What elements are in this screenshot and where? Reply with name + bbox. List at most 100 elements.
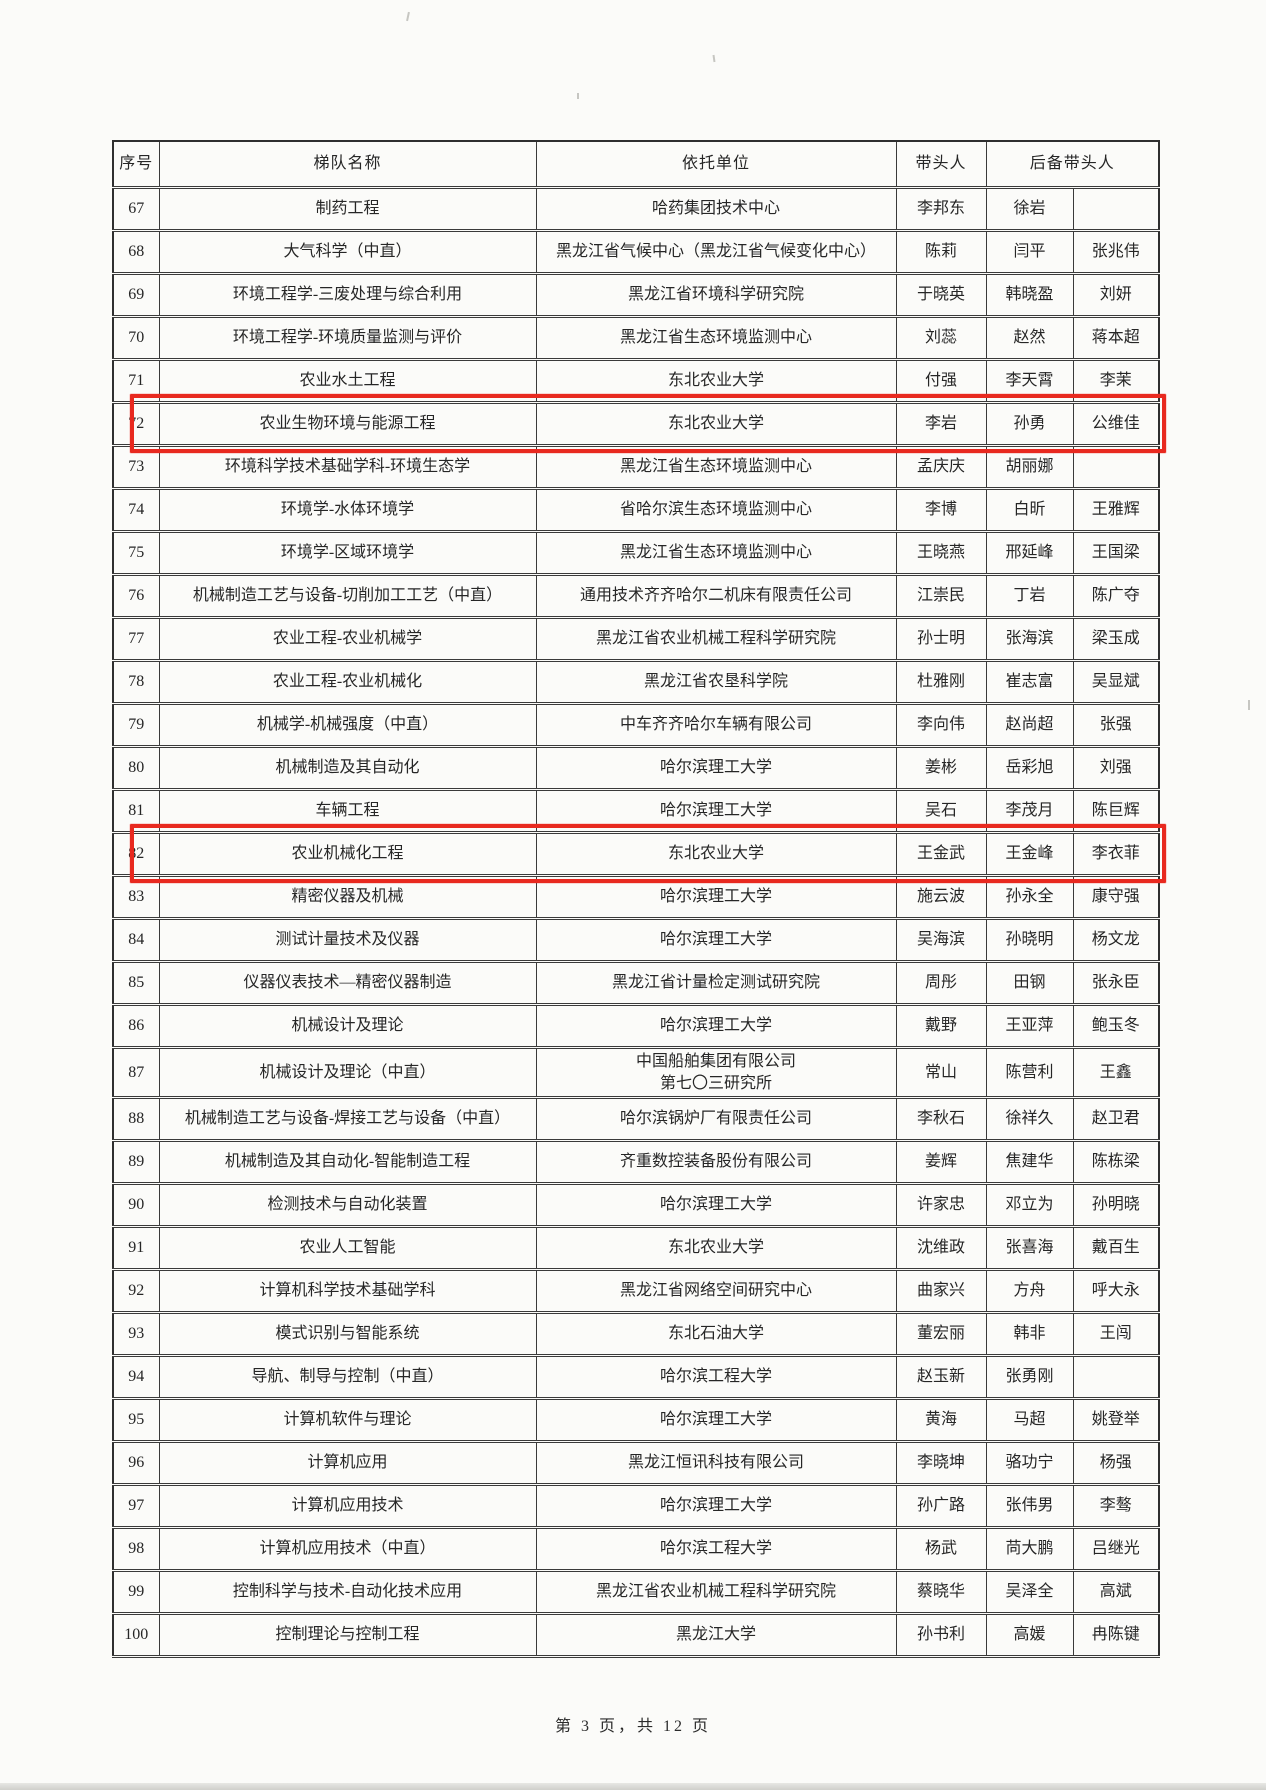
- row-number: 94: [112, 1355, 160, 1401]
- team-name: 机械制造及其自动化-智能制造工程: [158, 1140, 537, 1186]
- row-number: 95: [112, 1398, 160, 1444]
- team-name: 机械制造工艺与设备-焊接工艺与设备（中直）: [158, 1097, 537, 1143]
- backup-leader-1: 徐祥久: [985, 1097, 1074, 1143]
- leader: 许家忠: [895, 1183, 987, 1229]
- row-number: 73: [112, 445, 160, 490]
- backup-leader-1: 孙勇: [985, 402, 1074, 447]
- team-name: 大气科学（中直）: [158, 230, 537, 275]
- support-unit: 通用技术齐齐哈尔二机床有限责任公司: [535, 574, 897, 619]
- row-number: 96: [112, 1441, 160, 1487]
- row-number: 81: [112, 789, 160, 834]
- leader: 江崇民: [895, 574, 987, 619]
- backup-leader-2: 王雅辉: [1072, 488, 1160, 533]
- leader: 李晓坤: [895, 1441, 987, 1487]
- backup-leader-1: 李天霄: [985, 359, 1074, 404]
- row-number: 82: [112, 832, 160, 877]
- backup-leader-1: 孙永全: [985, 875, 1074, 920]
- leader: 周彤: [895, 961, 987, 1006]
- support-unit: 哈尔滨理工大学: [535, 918, 897, 963]
- team-name: 控制理论与控制工程: [158, 1613, 537, 1659]
- support-unit: 哈尔滨理工大学: [535, 1004, 897, 1049]
- backup-leader-2: 戴百生: [1072, 1226, 1160, 1272]
- team-name: 模式识别与智能系统: [158, 1312, 537, 1358]
- row-number: 88: [112, 1097, 160, 1143]
- support-unit: 黑龙江省生态环境监测中心: [535, 445, 897, 490]
- table-row: 94 导航、制导与控制（中直） 哈尔滨工程大学 赵玉新 张勇刚: [112, 1355, 1160, 1401]
- table-row: 85 仪器仪表技术—精密仪器制造 黑龙江省计量检定测试研究院 周彤 田钢 张永臣: [112, 961, 1160, 1006]
- table-row: 79 机械学-机械强度（中直） 中车齐齐哈尔车辆有限公司 李向伟 赵尚超 张强: [112, 703, 1160, 748]
- team-name: 计算机应用: [158, 1441, 537, 1487]
- table-row: 100 控制理论与控制工程 黑龙江大学 孙书利 高媛 冉陈键: [112, 1613, 1160, 1659]
- backup-leader-2: [1072, 1355, 1160, 1401]
- team-name: 计算机软件与理论: [158, 1398, 537, 1444]
- backup-leader-1: 王亚萍: [985, 1004, 1074, 1049]
- header-leader: 带头人: [895, 141, 987, 189]
- backup-leader-1: 赵然: [985, 316, 1074, 361]
- leader: 杜雅刚: [895, 660, 987, 705]
- backup-leader-1: 丁岩: [985, 574, 1074, 619]
- table-row: 67 制药工程 哈药集团技术中心 李邦东 徐岩: [112, 187, 1160, 232]
- backup-leader-2: 姚登举: [1072, 1398, 1160, 1444]
- leader: 孙广路: [895, 1484, 987, 1530]
- row-number: 76: [112, 574, 160, 619]
- support-unit: 黑龙江恒讯科技有限公司: [535, 1441, 897, 1487]
- support-unit: 黑龙江大学: [535, 1613, 897, 1659]
- table-row: 97 计算机应用技术 哈尔滨理工大学 孙广路 张伟男 李骜: [112, 1484, 1160, 1530]
- team-name: 车辆工程: [158, 789, 537, 834]
- page-footer: 第 3 页，共 12 页: [554, 1718, 711, 1735]
- table-row: 72 农业生物环境与能源工程 东北农业大学 李岩 孙勇 公维佳: [112, 402, 1160, 447]
- table-row: 89 机械制造及其自动化-智能制造工程 齐重数控装备股份有限公司 姜辉 焦建华 …: [112, 1140, 1160, 1186]
- support-unit: 东北农业大学: [535, 402, 897, 447]
- leader: 曲家兴: [895, 1269, 987, 1315]
- team-name: 环境工程学-环境质量监测与评价: [158, 316, 537, 361]
- table-body: 67 制药工程 哈药集团技术中心 李邦东 徐岩 68 大气科学（中直） 黑龙江省…: [112, 187, 1160, 1659]
- team-name: 精密仪器及机械: [158, 875, 537, 920]
- leader: 黄海: [895, 1398, 987, 1444]
- row-number: 86: [112, 1004, 160, 1049]
- support-unit: 黑龙江省网络空间研究中心: [535, 1269, 897, 1315]
- header-no: 序号: [112, 141, 160, 189]
- row-number: 78: [112, 660, 160, 705]
- backup-leader-2: 张永臣: [1072, 961, 1160, 1006]
- support-unit: 哈尔滨工程大学: [535, 1355, 897, 1401]
- team-name: 机械制造工艺与设备-切削加工工艺（中直）: [158, 574, 537, 619]
- backup-leader-1: 韩非: [985, 1312, 1074, 1358]
- leader: 李岩: [895, 402, 987, 447]
- row-number: 84: [112, 918, 160, 963]
- support-unit: 黑龙江省环境科学研究院: [535, 273, 897, 318]
- support-unit: 黑龙江省农业机械工程科学研究院: [535, 617, 897, 662]
- leader: 赵玉新: [895, 1355, 987, 1401]
- team-name: 农业人工智能: [158, 1226, 537, 1272]
- row-number: 91: [112, 1226, 160, 1272]
- support-unit: 东北农业大学: [535, 832, 897, 877]
- row-number: 97: [112, 1484, 160, 1530]
- leader: 陈莉: [895, 230, 987, 275]
- team-name: 农业工程-农业机械学: [158, 617, 537, 662]
- table-row: 71 农业水土工程 东北农业大学 付强 李天霄 李茉: [112, 359, 1160, 404]
- table-row: 82 农业机械化工程 东北农业大学 王金武 王金峰 李衣菲: [112, 832, 1160, 877]
- team-name: 计算机应用技术（中直）: [158, 1527, 537, 1573]
- leader: 董宏丽: [895, 1312, 987, 1358]
- backup-leader-1: 王金峰: [985, 832, 1074, 877]
- leader: 沈维政: [895, 1226, 987, 1272]
- row-number: 70: [112, 316, 160, 361]
- table-row: 68 大气科学（中直） 黑龙江省气候中心（黑龙江省气候变化中心） 陈莉 闫平 张…: [112, 230, 1160, 275]
- support-unit: 黑龙江省计量检定测试研究院: [535, 961, 897, 1006]
- team-name: 检测技术与自动化装置: [158, 1183, 537, 1229]
- table-row: 77 农业工程-农业机械学 黑龙江省农业机械工程科学研究院 孙士明 张海滨 梁玉…: [112, 617, 1160, 662]
- row-number: 68: [112, 230, 160, 275]
- team-name: 农业水土工程: [158, 359, 537, 404]
- roster-table-wrap: 序号 梯队名称 依托单位 带头人 后备带头人 67 制药工程 哈药集团技术中心 …: [112, 140, 1166, 1659]
- backup-leader-1: 邓立为: [985, 1183, 1074, 1229]
- leader: 吴海滨: [895, 918, 987, 963]
- row-number: 72: [112, 402, 160, 447]
- leader: 王金武: [895, 832, 987, 877]
- table-row: 80 机械制造及其自动化 哈尔滨理工大学 姜彬 岳彩旭 刘强: [112, 746, 1160, 791]
- support-unit: 东北农业大学: [535, 1226, 897, 1272]
- backup-leader-2: 陈广夺: [1072, 574, 1160, 619]
- support-unit: 东北农业大学: [535, 359, 897, 404]
- support-unit: 哈尔滨理工大学: [535, 789, 897, 834]
- backup-leader-1: 孙晓明: [985, 918, 1074, 963]
- header-row: 序号 梯队名称 依托单位 带头人 后备带头人: [112, 141, 1160, 189]
- row-number: 74: [112, 488, 160, 533]
